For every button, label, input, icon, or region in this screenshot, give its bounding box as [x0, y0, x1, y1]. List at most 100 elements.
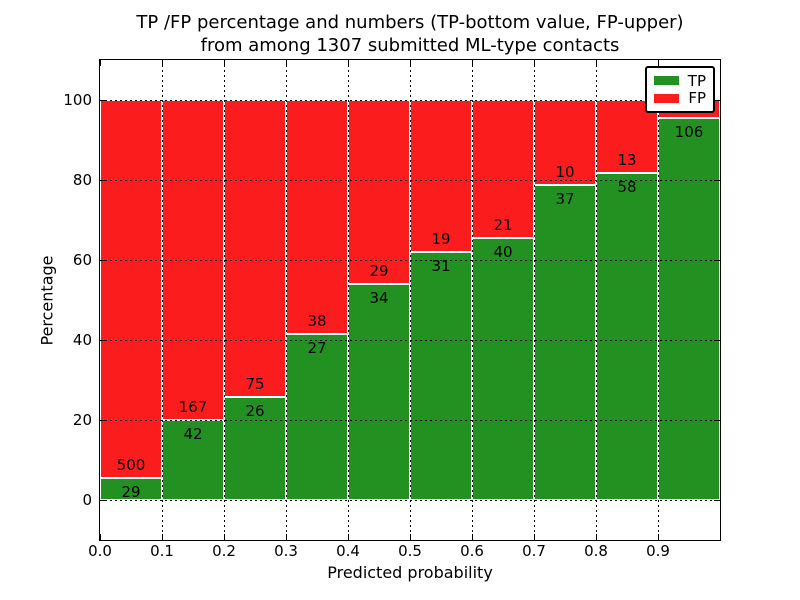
x-tick-bottom	[100, 534, 101, 540]
y-axis-label: Percentage	[37, 254, 57, 346]
tp-count-label: 26	[245, 402, 265, 421]
tp-count-label: 31	[431, 257, 451, 275]
x-tick-label: 0.3	[274, 542, 298, 560]
y-tick-right	[714, 180, 720, 181]
fp-bar-segment	[286, 100, 348, 334]
x-tick-top	[224, 60, 225, 66]
x-gridline	[224, 60, 225, 540]
x-tick-bottom	[224, 534, 225, 540]
x-tick-label: 0.6	[460, 542, 484, 560]
fp-count-label: 10	[555, 163, 575, 182]
y-tick-right	[714, 500, 720, 501]
tp-bar-segment	[162, 419, 224, 500]
x-tick-bottom	[596, 534, 597, 540]
fp-bar-segment	[100, 100, 162, 479]
y-tick-left	[100, 180, 106, 181]
y-tick-right	[714, 340, 720, 341]
x-tick-top	[162, 60, 163, 66]
fp-count-label: 75	[245, 375, 265, 394]
tp-bar-segment	[286, 333, 348, 500]
x-axis-label: Predicted probability	[327, 563, 493, 582]
y-tick-left	[100, 260, 106, 261]
tp-bar-segment	[472, 237, 534, 500]
x-tick-top	[100, 60, 101, 66]
tp-color-swatch	[654, 76, 679, 86]
y-tick-label: 20	[72, 411, 92, 429]
tp-bar-segment	[596, 173, 658, 500]
legend-item-tp: TP	[654, 73, 706, 89]
legend: TP FP	[645, 66, 715, 113]
x-tick-bottom	[534, 534, 535, 540]
x-gridline	[658, 60, 659, 540]
tp-count-label: 58	[617, 178, 637, 197]
chart-title-line1: TP /FP percentage and numbers (TP-bottom…	[136, 12, 684, 33]
x-tick-top	[348, 60, 349, 66]
fp-count-label: 167	[178, 397, 208, 416]
x-tick-bottom	[162, 534, 163, 540]
y-tick-label: 100	[63, 91, 92, 109]
tp-count-label: 37	[555, 190, 575, 209]
x-tick-top	[534, 60, 535, 66]
x-tick-bottom	[658, 534, 659, 540]
x-tick-bottom	[286, 534, 287, 540]
x-tick-label: 0.1	[150, 542, 174, 560]
y-tick-right	[714, 420, 720, 421]
chart-title-line2: from among 1307 submitted ML-type contac…	[200, 35, 620, 56]
tp-count-label: 40	[493, 242, 513, 261]
x-gridline	[162, 60, 163, 540]
fp-count-label: 13	[617, 151, 637, 170]
x-tick-label: 0.0	[88, 542, 112, 560]
x-gridline	[472, 60, 473, 540]
tp-bar-segment	[658, 118, 720, 500]
fp-count-label: 21	[493, 215, 513, 234]
x-tick-top	[286, 60, 287, 66]
plot-area: 5002916742752638272934193121401037135851…	[99, 59, 721, 541]
x-tick-bottom	[472, 534, 473, 540]
y-tick-label: 60	[72, 251, 92, 269]
y-tick-right	[714, 100, 720, 101]
tp-bar-segment	[348, 284, 410, 500]
fp-bar-segment	[348, 100, 410, 285]
tp-count-label: 42	[183, 424, 203, 443]
y-tick-label: 40	[72, 331, 92, 349]
legend-label-tp: TP	[687, 71, 706, 90]
fp-bar-segment	[162, 100, 224, 420]
y-tick-left	[100, 500, 106, 501]
tp-count-label: 27	[307, 338, 327, 357]
x-gridline	[348, 60, 349, 540]
fp-count-label: 29	[369, 262, 389, 281]
tp-count-label: 106	[674, 123, 704, 142]
tp-count-label: 34	[369, 289, 389, 308]
fp-count-label: 500	[116, 456, 146, 475]
tp-count-label: 29	[121, 483, 141, 502]
tp-bar-segment	[410, 252, 472, 500]
tp-bar-segment	[534, 185, 596, 500]
x-tick-label: 0.2	[212, 542, 236, 560]
x-gridline	[410, 60, 411, 540]
x-tick-top	[596, 60, 597, 66]
fp-color-swatch	[654, 93, 679, 103]
x-tick-label: 0.7	[522, 542, 546, 560]
chart-title: TP /FP percentage and numbers (TP-bottom…	[100, 11, 720, 57]
x-tick-label: 0.4	[336, 542, 360, 560]
legend-label-fp: FP	[688, 89, 706, 108]
x-tick-bottom	[348, 534, 349, 540]
y-tick-label: 80	[72, 171, 92, 189]
x-tick-label: 0.5	[398, 542, 422, 560]
x-tick-bottom	[410, 534, 411, 540]
y-tick-right	[714, 260, 720, 261]
y-tick-left	[100, 100, 106, 101]
x-gridline	[286, 60, 287, 540]
x-gridline	[596, 60, 597, 540]
fp-bar-segment	[224, 100, 286, 398]
y-tick-left	[100, 420, 106, 421]
x-tick-label: 0.9	[646, 542, 670, 560]
x-tick-top	[658, 60, 659, 66]
x-tick-top	[410, 60, 411, 66]
x-tick-label: 0.8	[584, 542, 608, 560]
fp-count-label: 19	[431, 230, 451, 248]
y-tick-label: 0	[82, 491, 92, 509]
fp-count-label: 38	[307, 311, 327, 330]
tp-bar-segment	[100, 478, 162, 500]
